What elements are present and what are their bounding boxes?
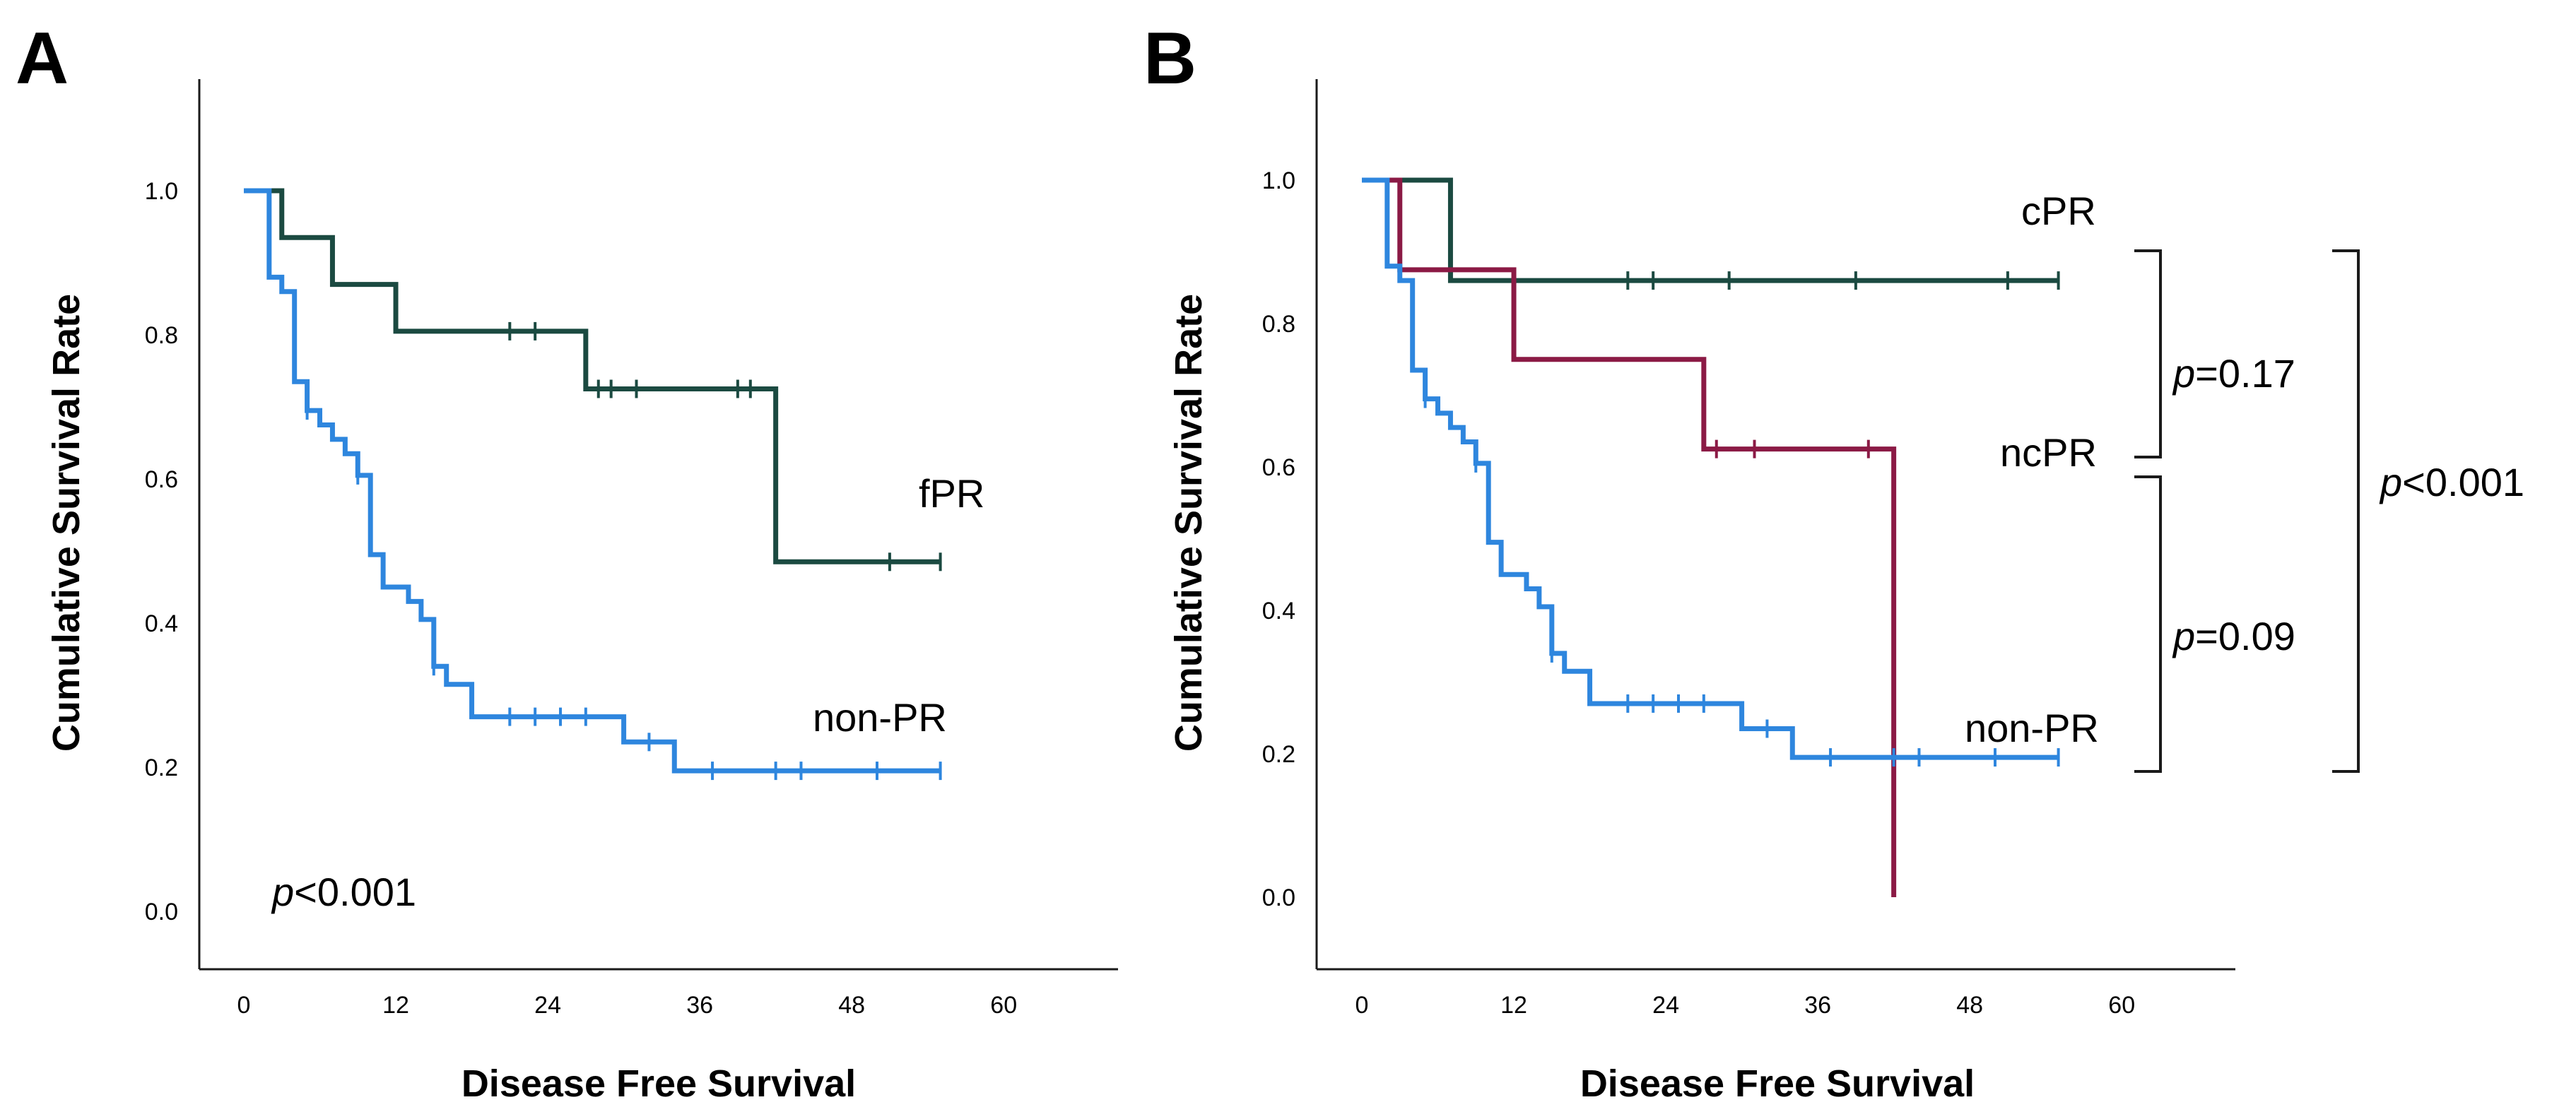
x-tick-label-12: 12 xyxy=(1500,992,1527,1019)
x-tick-label-60: 60 xyxy=(990,992,1017,1019)
panel-a-nonpr-censor-marks xyxy=(305,401,942,781)
panel-b-cpr-censor-marks xyxy=(1626,271,2060,290)
panel-b-cpr-label: cPR xyxy=(2021,189,2096,233)
panel-b-y-axis-title: Cumulative Survival Rate xyxy=(1168,294,1210,752)
y-tick-label-0.2: 0.2 xyxy=(1262,741,1295,768)
x-tick-label-0: 0 xyxy=(237,992,251,1019)
y-tick-label-0.4: 0.4 xyxy=(145,610,178,637)
panel-b-p-ncpr-nonpr: p=0.09 xyxy=(2172,614,2295,658)
panel-a-y-tick-labels: 0.0 0.2 0.4 0.6 0.8 1.0 xyxy=(145,178,178,925)
y-tick-label-1.0: 1.0 xyxy=(1262,167,1295,194)
x-tick-label-0: 0 xyxy=(1355,992,1369,1019)
x-tick-label-48: 48 xyxy=(1956,992,1983,1019)
panel-a-fpr-label: fPR xyxy=(919,471,984,516)
panel-b-bracket-cpr-ncpr xyxy=(2134,249,2162,458)
x-tick-label-12: 12 xyxy=(382,992,409,1019)
x-tick-label-48: 48 xyxy=(838,992,865,1019)
x-tick-label-24: 24 xyxy=(534,992,561,1019)
y-tick-label-0.0: 0.0 xyxy=(145,899,178,925)
panel-b-nonpr-curve xyxy=(1362,177,2059,760)
y-tick-label-0.4: 0.4 xyxy=(1262,598,1295,624)
panel-b: B 0 12 24 36 48 60 0.0 0.2 0.4 0.6 0.8 1.0 Disease… xyxy=(1143,18,2524,1105)
y-tick-label-0.8: 0.8 xyxy=(1262,311,1295,338)
panel-b-cpr-curve xyxy=(1362,177,2059,283)
panel-a-pvalue: p<0.001 xyxy=(271,870,416,914)
panel-a-x-tick-labels: 0 12 24 36 48 60 xyxy=(237,992,1018,1019)
y-tick-label-0.6: 0.6 xyxy=(1262,454,1295,481)
panel-b-letter: B xyxy=(1143,18,1196,100)
panel-b-p-cpr-ncpr: p=0.17 xyxy=(2172,351,2295,396)
x-tick-label-24: 24 xyxy=(1652,992,1679,1019)
panel-a: A 0 12 24 36 48 60 0.0 0.2 0.4 0.6 0.8 1.0 Disease… xyxy=(16,18,1118,1105)
panel-b-bracket-ncpr-nonpr xyxy=(2134,475,2162,773)
panel-a-x-axis-title: Disease Free Survival xyxy=(461,1062,856,1105)
panel-a-nonpr-curve xyxy=(244,188,941,774)
panel-b-y-tick-labels: 0.0 0.2 0.4 0.6 0.8 1.0 xyxy=(1262,167,1295,911)
panel-a-fpr-censor-marks xyxy=(508,321,942,572)
panel-b-nonpr-label: non-PR xyxy=(1965,706,2099,750)
y-tick-label-0.0: 0.0 xyxy=(1262,884,1295,911)
x-tick-label-60: 60 xyxy=(2108,992,2135,1019)
panel-a-y-axis-title: Cumulative Survival Rate xyxy=(45,294,88,752)
panel-a-nonpr-label: non-PR xyxy=(813,695,947,740)
panel-b-p-overall: p<0.001 xyxy=(2379,460,2524,504)
y-tick-label-0.8: 0.8 xyxy=(145,322,178,349)
panel-b-bracket-overall xyxy=(2332,249,2360,773)
x-tick-label-36: 36 xyxy=(1804,992,1831,1019)
y-tick-label-0.6: 0.6 xyxy=(145,466,178,493)
panel-a-fpr-curve xyxy=(244,188,941,564)
panel-b-ncpr-censor-marks xyxy=(1715,439,1870,458)
panel-a-letter: A xyxy=(16,18,69,100)
panel-b-nonpr-censor-marks xyxy=(1423,389,2060,767)
panel-b-ncpr-curve xyxy=(1362,177,1897,897)
y-tick-label-0.2: 0.2 xyxy=(145,754,178,781)
y-tick-label-1.0: 1.0 xyxy=(145,178,178,205)
panel-b-ncpr-label: ncPR xyxy=(2000,430,2097,475)
panel-b-x-tick-labels: 0 12 24 36 48 60 xyxy=(1355,992,2136,1019)
x-tick-label-36: 36 xyxy=(686,992,713,1019)
panel-b-x-axis-title: Disease Free Survival xyxy=(1580,1062,1975,1105)
